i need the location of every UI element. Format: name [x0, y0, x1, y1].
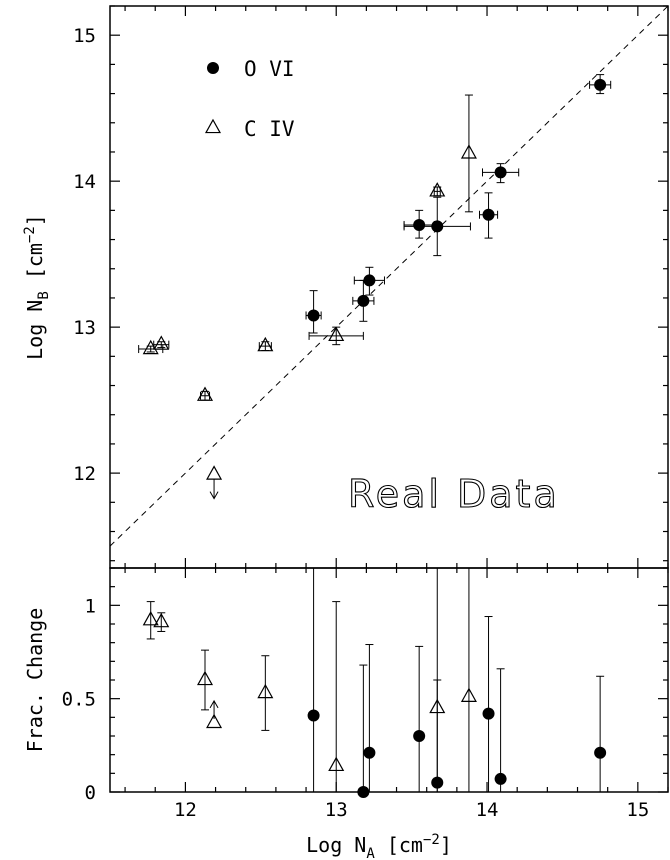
data-point-civ	[257, 683, 274, 699]
x-tick-label: 15	[626, 799, 649, 821]
x-axis-label-part: A	[366, 846, 375, 860]
x-tick-label: 14	[476, 799, 499, 821]
y-axis-label: Frac. Change	[23, 608, 47, 753]
x-tick-label: 12	[174, 799, 197, 821]
y-axis-label-part: Log N	[23, 300, 47, 360]
data-point-civ	[204, 118, 222, 134]
data-point-civ	[257, 336, 274, 352]
plot-frame	[109, 567, 669, 793]
data-point-ovi	[307, 709, 320, 722]
data-point-civ	[429, 698, 446, 714]
series-ovi	[305, 74, 612, 334]
data-point-civ	[196, 670, 214, 686]
data-point-civ	[142, 610, 159, 626]
top-panel: 12 13 14 15 Log NB [cm−2] O VI C IV Real Data	[22, 5, 669, 569]
y-tick-label: 0	[85, 782, 96, 804]
data-point-ovi	[363, 746, 376, 759]
data-point-ovi	[482, 707, 495, 720]
data-point-civ	[429, 182, 446, 197]
series-civ	[142, 567, 477, 792]
data-point-civ	[460, 687, 477, 702]
data-point-civ	[153, 335, 170, 350]
annotation-real-data: Real Data	[348, 472, 560, 516]
x-axis-label-part: ]	[440, 833, 452, 857]
y-axis-label-part: [cm	[23, 243, 47, 291]
series-ovi	[307, 567, 607, 798]
data-point-ovi	[413, 730, 426, 742]
y-tick-label: 12	[73, 463, 96, 485]
data-point-ovi	[431, 220, 444, 233]
data-point-civ	[196, 386, 214, 401]
data-point-ovi	[482, 208, 495, 221]
series-civ	[138, 94, 477, 500]
legend-label-civ: C IV	[244, 117, 295, 141]
data-point-civ	[206, 713, 223, 729]
one-to-one-line	[109, 5, 669, 547]
x-axis-label-part: [cm	[375, 833, 423, 857]
data-point-ovi	[413, 218, 426, 231]
legend-label-ovi: O VI	[244, 57, 295, 81]
x-axis-label-part: −2	[423, 832, 440, 848]
data-point-ovi	[357, 786, 370, 798]
x-tick-label: 13	[325, 799, 348, 821]
data-point-ovi	[307, 309, 320, 322]
data-point-civ	[206, 465, 223, 480]
data-point-civ	[328, 756, 345, 772]
y-tick-label: 13	[73, 317, 96, 339]
y-tick-label: 1	[85, 595, 96, 617]
lower-limit-arrow	[209, 699, 219, 709]
y-axis-label: Log NB [cm−2]	[22, 214, 52, 360]
data-point-ovi	[207, 62, 219, 74]
x-axis-label-part: Log N	[306, 833, 366, 857]
y-axis-label-part: B	[36, 291, 52, 299]
upper-limit-arrow	[209, 491, 219, 500]
data-point-civ	[153, 612, 170, 628]
y-tick-label: 15	[73, 25, 96, 47]
bottom-panel: 12 13 14 15 0 0.5 1 Frac. Change Log NA [cm−2]	[23, 567, 669, 860]
x-axis-label: Log NA [cm−2]	[306, 832, 452, 860]
data-point-ovi	[357, 294, 370, 307]
data-point-ovi	[494, 772, 507, 785]
y-axis-label-part: ]	[23, 214, 47, 226]
data-point-ovi	[594, 78, 607, 91]
y-axis-label-part: −2	[22, 226, 38, 243]
data-point-civ	[460, 144, 477, 159]
data-point-ovi	[494, 166, 507, 179]
data-point-ovi	[363, 274, 376, 287]
y-tick-label: 14	[73, 171, 96, 193]
data-point-civ	[328, 326, 345, 342]
legend: O VI C IV	[204, 57, 295, 141]
y-tick-label: 0.5	[62, 689, 96, 711]
data-point-ovi	[594, 746, 607, 759]
